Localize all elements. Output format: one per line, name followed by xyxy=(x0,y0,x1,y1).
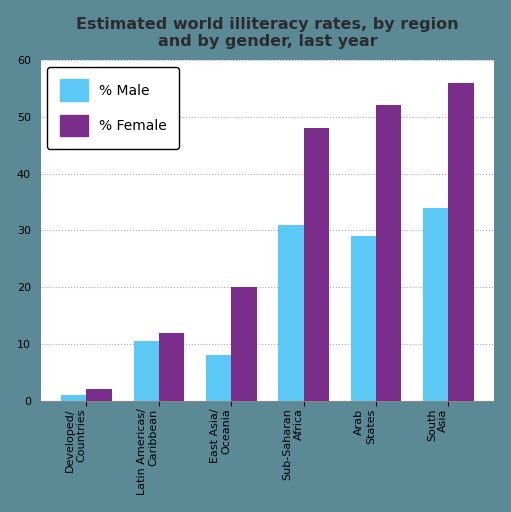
Bar xyxy=(448,82,474,401)
Title: Estimated world illiteracy rates, by region
and by gender, last year: Estimated world illiteracy rates, by reg… xyxy=(76,17,459,49)
Bar xyxy=(351,236,376,401)
Bar xyxy=(206,355,231,401)
Bar xyxy=(304,128,329,401)
Bar xyxy=(133,341,159,401)
Bar xyxy=(423,208,448,401)
Bar xyxy=(159,333,184,401)
Bar xyxy=(376,105,401,401)
Legend: % Male, % Female: % Male, % Female xyxy=(48,67,179,148)
Bar xyxy=(61,395,86,401)
Bar xyxy=(231,287,257,401)
Bar xyxy=(278,225,304,401)
Bar xyxy=(86,390,112,401)
